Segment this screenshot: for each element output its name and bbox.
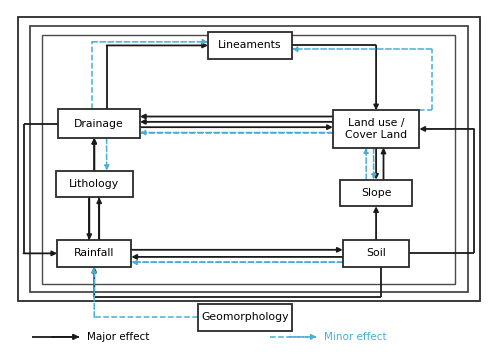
FancyBboxPatch shape — [198, 304, 292, 331]
Bar — [18, 17, 480, 301]
Text: Geomorphology: Geomorphology — [202, 312, 289, 322]
Bar — [42, 35, 455, 284]
FancyBboxPatch shape — [208, 32, 292, 59]
Text: Rainfall: Rainfall — [74, 248, 114, 258]
FancyBboxPatch shape — [342, 240, 409, 267]
FancyBboxPatch shape — [57, 240, 132, 267]
Text: Major effect: Major effect — [87, 332, 149, 342]
FancyBboxPatch shape — [333, 110, 420, 148]
FancyBboxPatch shape — [58, 109, 140, 138]
Text: Lineaments: Lineaments — [218, 40, 282, 51]
Text: Lithology: Lithology — [69, 179, 119, 189]
Bar — [30, 26, 468, 292]
Text: Soil: Soil — [366, 248, 386, 258]
Text: Minor effect: Minor effect — [324, 332, 387, 342]
Text: Slope: Slope — [361, 188, 392, 198]
Text: Drainage: Drainage — [74, 119, 124, 129]
FancyBboxPatch shape — [56, 171, 132, 197]
Text: Land use /
Cover Land: Land use / Cover Land — [345, 118, 407, 140]
FancyBboxPatch shape — [340, 180, 412, 206]
